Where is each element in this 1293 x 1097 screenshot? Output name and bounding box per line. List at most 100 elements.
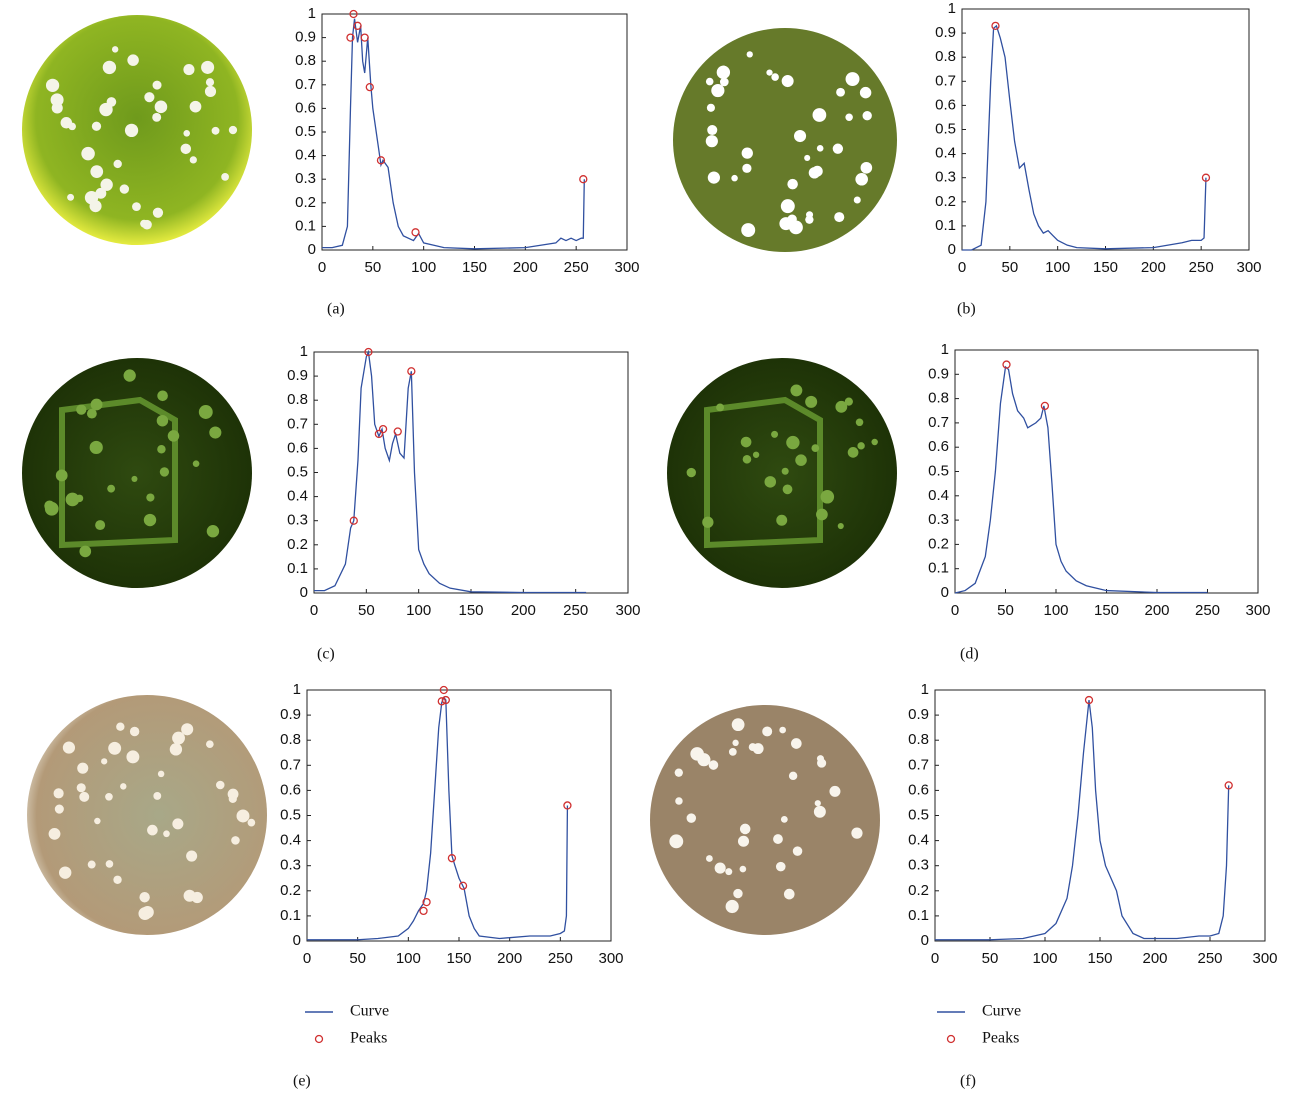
photo-colony xyxy=(228,125,238,135)
y-tick-label: 0.3 xyxy=(287,512,308,529)
photo-colony xyxy=(131,475,138,482)
photo-plate xyxy=(673,28,897,252)
photo-colony xyxy=(851,827,863,839)
y-tick-label: 0.6 xyxy=(928,438,949,455)
photo-colony xyxy=(788,771,798,781)
y-tick-label: 0.2 xyxy=(280,882,301,899)
photo-colony xyxy=(731,174,738,182)
y-tick-label: 0 xyxy=(308,241,316,258)
photo-colony xyxy=(725,899,739,914)
photo-colony xyxy=(152,112,162,122)
x-tick-label: 300 xyxy=(615,602,640,619)
peak-marker xyxy=(378,424,388,434)
photo-colony xyxy=(781,75,794,88)
photo-colony xyxy=(829,785,841,797)
x-tick-label: 50 xyxy=(997,602,1014,619)
caption: (b) xyxy=(957,301,976,318)
chart: 0 50 100 150 200 250 300 0 0.1 0.2 0.3 0.4 0.5 0.6 0.7… xyxy=(287,343,640,663)
photo-colony xyxy=(675,797,683,805)
y-tick-label: 0.6 xyxy=(287,439,308,456)
x-tick-label: 50 xyxy=(982,950,999,967)
plot-frame xyxy=(321,13,628,251)
photo-colony xyxy=(752,451,760,458)
y-tick-label: 0.6 xyxy=(295,99,316,116)
photo-colony xyxy=(845,72,860,87)
photo-colony xyxy=(45,78,60,92)
x-tick-label: 150 xyxy=(458,602,483,619)
photo-colony xyxy=(820,490,835,504)
photo-colony xyxy=(739,823,751,835)
peak-marker xyxy=(579,175,588,184)
photo-colony xyxy=(773,834,783,844)
photo-colony xyxy=(140,219,148,228)
y-tick-label: 0.7 xyxy=(908,756,929,773)
x-tick-label: 200 xyxy=(497,950,522,967)
photo-colony xyxy=(793,129,807,143)
x-tick-label: 50 xyxy=(358,602,375,619)
y-tick-label: 0.3 xyxy=(295,170,316,187)
photo-colony xyxy=(209,426,222,439)
photo-colony xyxy=(737,835,750,847)
photo-colony xyxy=(725,868,733,876)
photo-colony xyxy=(152,80,162,90)
photo-colony xyxy=(740,436,752,448)
peak-marker xyxy=(374,429,384,439)
curve-line xyxy=(935,699,1230,941)
photo-colony xyxy=(812,108,827,122)
x-tick-label: 0 xyxy=(310,602,318,619)
photo-colony xyxy=(54,804,64,814)
photo-colony xyxy=(792,846,803,856)
y-tick-label: 0.1 xyxy=(280,907,301,924)
peak-marker xyxy=(439,685,448,695)
photo-colony xyxy=(690,747,704,761)
photo-colony xyxy=(139,892,150,903)
peak-marker xyxy=(349,516,358,525)
y-tick-label: 0.1 xyxy=(928,560,949,577)
photo-colony xyxy=(86,408,97,419)
peak-marker xyxy=(349,9,358,19)
y-tick-label: 0.4 xyxy=(287,488,308,505)
photo-colony xyxy=(157,445,166,454)
photo-colony xyxy=(711,83,725,98)
peak-marker xyxy=(360,33,369,42)
x-tick-label: 250 xyxy=(1189,259,1214,276)
photo-colony xyxy=(771,430,779,438)
photo-colony xyxy=(771,73,779,81)
y-tick-label: 0.7 xyxy=(287,415,308,432)
x-tick-label: 150 xyxy=(1087,950,1112,967)
photo-colony xyxy=(206,740,214,748)
caption: (f) xyxy=(960,1073,976,1090)
photo-colony xyxy=(805,395,818,408)
photo-colony xyxy=(845,113,853,122)
y-tick-label: 0.4 xyxy=(928,487,949,504)
photo-colony xyxy=(81,146,95,161)
y-tick-label: 0.8 xyxy=(928,390,949,407)
y-tick-label: 0.9 xyxy=(928,365,949,382)
photo-colony xyxy=(147,824,158,836)
photo-colony xyxy=(859,86,872,99)
photo-colony xyxy=(89,440,103,455)
peak-marker xyxy=(1084,695,1094,705)
photo-colony xyxy=(116,722,125,731)
x-tick-label: 250 xyxy=(548,950,573,967)
plot-frame xyxy=(961,8,1250,251)
legend-label: Curve xyxy=(350,1003,389,1020)
photo-colony xyxy=(782,484,793,495)
x-tick-label: 200 xyxy=(1144,602,1169,619)
photo-colony xyxy=(862,111,872,121)
x-tick-label: 250 xyxy=(563,602,588,619)
y-tick-label: 0 xyxy=(948,241,956,258)
photo-colony xyxy=(102,60,117,75)
peak-marker xyxy=(1002,360,1011,369)
peak-marker xyxy=(441,695,450,705)
y-tick-label: 0.8 xyxy=(295,52,316,69)
y-tick-label: 0 xyxy=(921,932,929,949)
photo-colony xyxy=(742,454,752,464)
photo-colony xyxy=(742,163,752,173)
y-tick-label: 0.9 xyxy=(295,29,316,46)
photo-colony xyxy=(816,755,824,763)
photo-colony xyxy=(99,102,113,117)
photo-colony xyxy=(107,484,116,493)
photo-colony xyxy=(59,866,72,879)
